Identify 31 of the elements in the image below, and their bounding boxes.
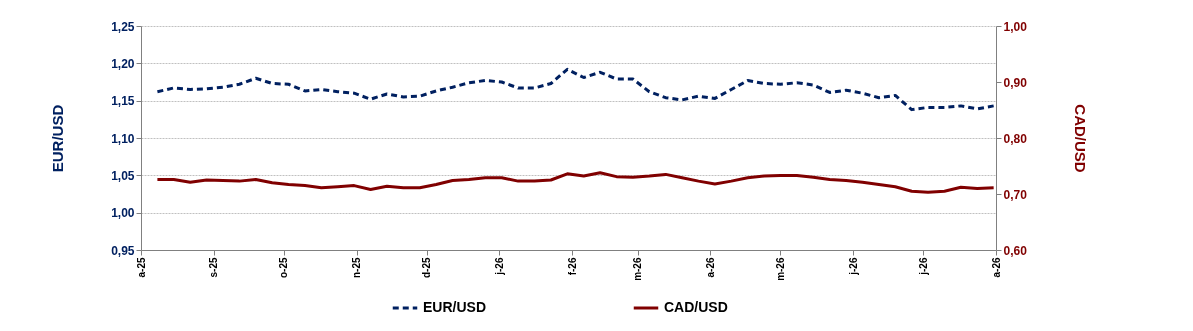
y-axis-title: EUR/USD xyxy=(49,104,67,173)
legend-label: EUR/USD xyxy=(423,299,487,315)
y2-tick-label: 0,70 xyxy=(1003,187,1028,202)
x-tick-label: f-26 xyxy=(566,257,578,276)
y-tick-label: 1,25 xyxy=(111,19,135,34)
x-tick-label: a-25 xyxy=(135,257,147,278)
line-series xyxy=(155,171,996,194)
x-tick-label: j-26 xyxy=(493,257,505,276)
y2-tick-label: 0,60 xyxy=(1003,243,1028,258)
y-tick-label: 1,10 xyxy=(111,131,135,146)
x-tick-label: j-26 xyxy=(847,257,859,276)
y-tick-label: 1,15 xyxy=(111,94,135,109)
legend-label: CAD/USD xyxy=(664,299,728,315)
y2-axis-title: CAD/USD xyxy=(1071,104,1089,173)
y-tick-label: 0,95 xyxy=(111,243,135,258)
x-tick-label: s-25 xyxy=(208,257,220,278)
y-tick-label: 1,00 xyxy=(111,206,135,221)
x-tick-label: n-25 xyxy=(351,257,363,279)
y-tick-label: 1,05 xyxy=(111,168,135,183)
x-tick-label: m-26 xyxy=(632,257,644,281)
x-tick-label: m-26 xyxy=(774,257,786,281)
y-tick-label: 1,20 xyxy=(111,56,135,71)
x-tick-label: a-26 xyxy=(990,257,1002,278)
line-series xyxy=(155,67,996,112)
x-tick-label: o-25 xyxy=(278,257,290,279)
y2-tick-label: 0,90 xyxy=(1003,75,1028,90)
x-tick-label: j-26 xyxy=(917,257,929,276)
y2-tick-label: 1,00 xyxy=(1003,19,1028,34)
x-tick-label: a-26 xyxy=(704,257,716,278)
x-tick-label: d-25 xyxy=(421,257,433,279)
y2-tick-label: 0,80 xyxy=(1003,131,1028,146)
